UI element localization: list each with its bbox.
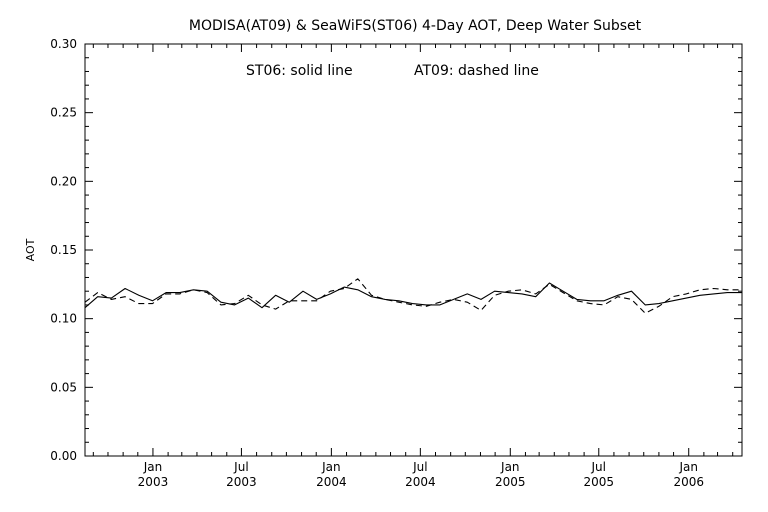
y-tick-label: 0.10	[50, 312, 77, 326]
series-line-dashed	[84, 278, 742, 314]
x-tick-month-label: Jan	[678, 460, 698, 474]
plot-frame	[84, 43, 743, 457]
y-tick-label: 0.05	[50, 380, 77, 394]
x-tick-year-label: 2005	[583, 475, 614, 489]
series-group	[84, 278, 742, 314]
y-tick-label: 0.00	[50, 449, 77, 463]
x-tick-year-label: 2005	[495, 475, 526, 489]
y-tick-label: 0.25	[50, 106, 77, 120]
x-tick-year-label: 2004	[405, 475, 436, 489]
x-tick-year-label: 2006	[673, 475, 704, 489]
y-tick-label: 0.20	[50, 174, 77, 188]
x-tick-month-label: Jul	[591, 460, 606, 474]
x-tick-month-label: Jul	[233, 460, 248, 474]
y-tick-label: 0.15	[50, 243, 77, 257]
x-tick-year-label: 2004	[316, 475, 347, 489]
y-tick-label: 0.30	[50, 37, 77, 51]
legend-dashed-line-label: AT09: dashed line	[414, 63, 539, 79]
x-tick-year-label: 2003	[138, 475, 169, 489]
x-tick-month-label: Jul	[412, 460, 427, 474]
legend-solid-line-label: ST06: solid line	[246, 63, 353, 79]
x-tick-month-label: Jan	[500, 460, 520, 474]
x-tick-month-label: Jan	[321, 460, 341, 474]
x-tick-year-label: 2003	[226, 475, 257, 489]
series-line-solid	[84, 282, 742, 309]
chart-title: MODISA(AT09) & SeaWiFS(ST06) 4-Day AOT, …	[189, 18, 642, 34]
x-axis-ticks: Jan2003Jul2003Jan2004Jul2004Jan2005Jul20…	[92, 44, 734, 489]
y-axis-label: AOT	[24, 238, 37, 261]
x-tick-month-label: Jan	[143, 460, 163, 474]
y-axis-ticks: 0.00 0.05 0.10 0.15 0.20 0.25 0.30	[50, 37, 742, 463]
